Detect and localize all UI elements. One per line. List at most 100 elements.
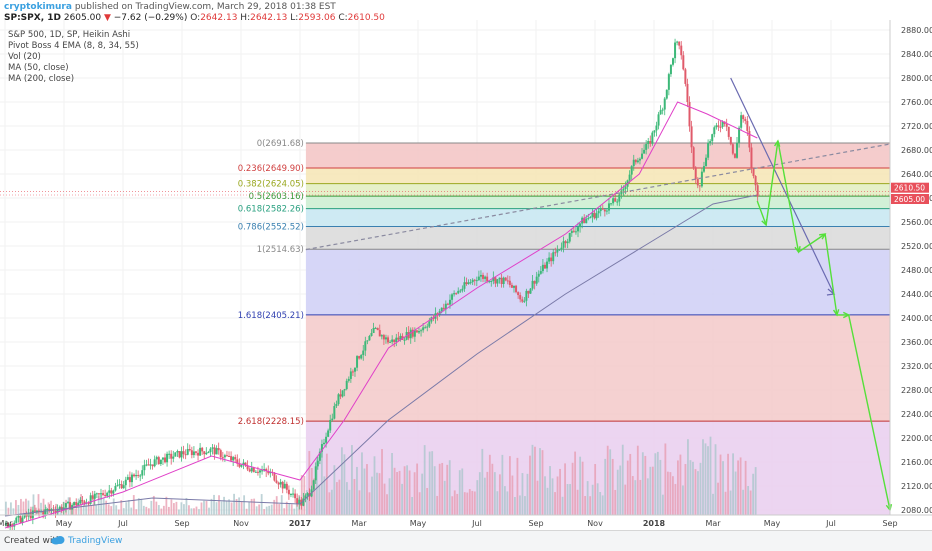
volume-bar (473, 491, 476, 515)
candle-body (550, 257, 553, 262)
candle-body (15, 517, 18, 523)
volume-bar (428, 451, 431, 515)
candle-body (345, 380, 348, 390)
volume-bar (649, 466, 652, 515)
candle-body (302, 498, 305, 506)
volume-bar (719, 454, 722, 515)
volume-bar (423, 445, 426, 515)
volume-bar (358, 490, 361, 515)
candle-body (616, 201, 619, 203)
candle-body (318, 451, 321, 461)
fib-level-label: 1(2514.63) (257, 245, 304, 255)
symbol-label[interactable]: SP:SPX, 1D (4, 13, 61, 23)
volume-bar (381, 449, 383, 515)
candle-body (715, 125, 718, 128)
volume-bar (614, 489, 617, 515)
candle-body (228, 455, 231, 457)
candle-body (659, 110, 662, 115)
volume-bar (511, 475, 514, 515)
fib-level-label: 0(2691.68) (257, 139, 304, 149)
candle-body (618, 194, 621, 202)
volume-bar (641, 452, 644, 515)
candle-body (641, 153, 644, 159)
volume-bar (343, 454, 346, 515)
volume-bar (132, 495, 135, 515)
candle-body (537, 273, 540, 277)
volume-bar (571, 462, 574, 515)
volume-bar (584, 496, 587, 515)
volume-bar (260, 494, 263, 515)
price-tag-label: 2605.00 (894, 195, 925, 204)
volume-bar (468, 489, 471, 515)
legend-pivot-boss[interactable]: Pivot Boss 4 EMA (8, 8, 34, 55) (8, 41, 139, 51)
candle-body (7, 522, 10, 528)
tradingview-brand-link[interactable]: TradingView (68, 536, 123, 546)
candle-body (570, 230, 573, 234)
volume-bar (749, 490, 752, 515)
time-axis[interactable]: Mar May Jul Sep Nov 2017 Mar May Jul Sep Nov 2018 Ma… (0, 519, 898, 528)
volume-bar (165, 496, 168, 515)
candle-body (568, 233, 571, 242)
projection-path[interactable] (756, 139, 893, 512)
volume-bar (546, 487, 549, 515)
candle-body (192, 451, 195, 456)
volume-bar (178, 509, 180, 515)
candle-body (244, 462, 247, 466)
candle-body (440, 307, 443, 312)
candle-body (75, 502, 78, 506)
candle-body (508, 280, 511, 285)
candle-body (688, 101, 691, 127)
volume-bar (147, 508, 150, 515)
volume-bar (102, 497, 105, 515)
volume-bar (689, 460, 692, 515)
candle-body (116, 485, 119, 487)
candle-body (459, 290, 462, 292)
candle-body (593, 212, 596, 219)
volume-bar (491, 463, 494, 515)
candle-body (387, 337, 390, 343)
fib-band (305, 183, 890, 197)
price-chart[interactable]: 0(2691.68) 0.236(2649.90) 0.382(2624.05) 0.… (0, 0, 932, 530)
volume-bar (233, 493, 235, 515)
volume-bar (709, 436, 712, 515)
legend-volume[interactable]: Vol (20) (8, 52, 41, 62)
candle-body (448, 299, 451, 305)
candle-body (399, 335, 402, 340)
price-tick-label: 2840.00 (901, 50, 932, 59)
candle-body (294, 493, 297, 499)
price-axis[interactable]: 2080.00 2120.00 2160.00 2200.00 2240.00 2280.… (901, 26, 932, 515)
volume-bar (175, 501, 178, 515)
candle-body (339, 394, 342, 397)
candle-body (66, 502, 69, 504)
candle-body (610, 203, 613, 205)
candle-body (69, 502, 72, 510)
volume-bar (142, 505, 145, 515)
candle-body (213, 447, 216, 455)
candle-body (502, 277, 505, 285)
candle-body (215, 448, 218, 455)
candle-body (413, 330, 416, 337)
candle-body (694, 167, 697, 180)
volume-bar (72, 502, 75, 515)
price-tick-label: 2760.00 (901, 98, 932, 107)
candle-body (684, 69, 687, 84)
candle-body (232, 457, 235, 461)
candle-body (469, 282, 472, 284)
candle-body (465, 282, 468, 285)
candle-body (35, 510, 38, 512)
author-link[interactable]: cryptokimura (4, 2, 72, 12)
fibonacci-retracement[interactable]: 0(2691.68) 0.236(2649.90) 0.382(2624.05) 0.… (238, 139, 890, 515)
volume-bar (300, 475, 303, 515)
candle-body (686, 83, 689, 102)
price-tick-label: 2720.00 (901, 122, 932, 131)
volume-bar (122, 508, 125, 515)
legend-ma50[interactable]: MA (50, close) (8, 63, 69, 73)
legend-series[interactable]: S&P 500, 1D, SP, Heikin Ashi (8, 30, 131, 40)
legend-ma200[interactable]: MA (200, close) (8, 74, 75, 84)
candle-body (719, 126, 722, 128)
volume-bar (541, 450, 544, 515)
fib-level-label: 0.618(2582.26) (238, 205, 304, 215)
volume-bar (732, 453, 734, 515)
candle-body (209, 448, 212, 453)
candle-body (620, 190, 623, 195)
